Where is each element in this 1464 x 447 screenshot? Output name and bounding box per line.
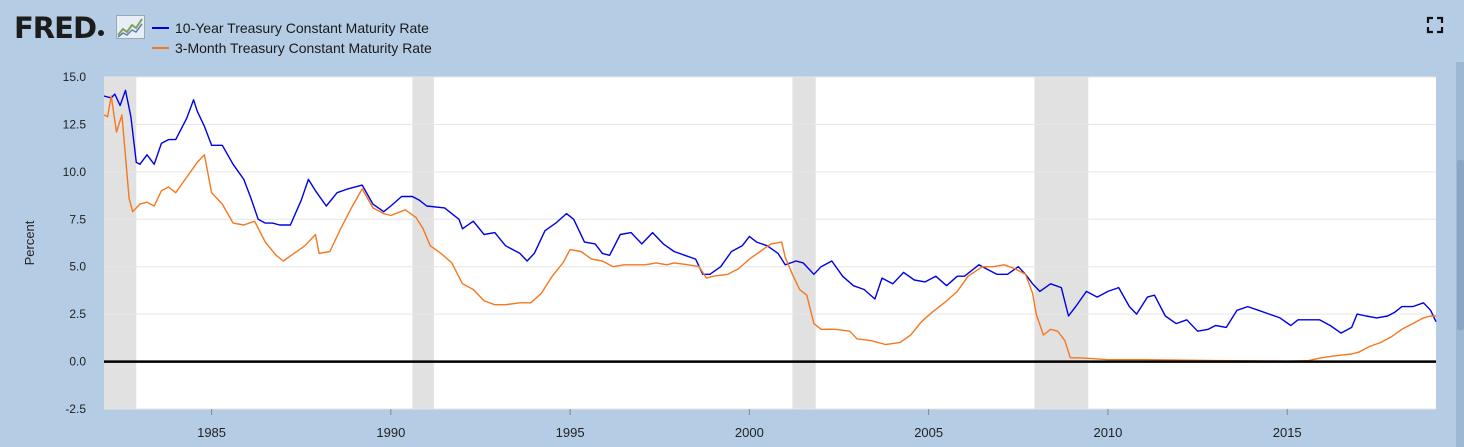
legend-item-10yr[interactable]: 10-Year Treasury Constant Maturity Rate [152, 18, 432, 38]
x-tick-label: 2000 [735, 425, 764, 440]
line-graph-icon [116, 15, 145, 39]
series-line-1 [103, 95, 1436, 362]
axes: 15.0 12.5 10.0 7.5 5.0 2.5 0.0 -2.5 1985 1990 1995… [63, 70, 1436, 440]
legend-label-3mo: 3-Month Treasury Constant Maturity Rate [175, 40, 432, 56]
fullscreen-icon[interactable] [1426, 16, 1444, 34]
chart-header: FRED 10-Year Treasury Constant Maturity … [0, 0, 1464, 62]
y-tick-label: 10.0 [63, 165, 87, 179]
x-tick-label: 1995 [556, 425, 585, 440]
series-line-0 [103, 89, 1437, 334]
x-tick-label: 2010 [1093, 425, 1122, 440]
logo-registered-dot [98, 30, 104, 36]
plot-area [104, 77, 1436, 409]
legend-swatch-3mo [152, 47, 169, 49]
x-tick-label: 2005 [914, 425, 943, 440]
y-tick-label: -2.5 [65, 402, 86, 416]
scrollbar-thumb[interactable] [1457, 160, 1464, 330]
y-tick-label: 0.0 [69, 355, 86, 369]
recession-band-3 [1034, 77, 1089, 409]
y-tick-label: 5.0 [69, 260, 86, 274]
y-tick-label: 12.5 [63, 117, 87, 131]
y-tick-label: 2.5 [69, 307, 86, 321]
x-tick-label: 2015 [1273, 425, 1302, 440]
x-tick-label: 1985 [197, 425, 226, 440]
y-axis-label: Percent [22, 220, 37, 265]
legend-label-10yr: 10-Year Treasury Constant Maturity Rate [175, 20, 429, 36]
y-tick-label: 15.0 [63, 70, 87, 84]
recession-band-2 [792, 77, 816, 409]
recession-band-0 [104, 77, 137, 409]
fred-logo[interactable]: FRED [14, 11, 97, 45]
y-tick-label: 7.5 [69, 212, 86, 226]
recession-band-1 [412, 77, 434, 409]
series-lines [103, 89, 1437, 362]
legend-item-3mo[interactable]: 3-Month Treasury Constant Maturity Rate [152, 38, 432, 58]
x-tick-label: 1990 [376, 425, 405, 440]
legend-swatch-10yr [152, 27, 169, 29]
recession-shading [104, 77, 1089, 409]
chart-legend: 10-Year Treasury Constant Maturity Rate … [152, 18, 432, 58]
